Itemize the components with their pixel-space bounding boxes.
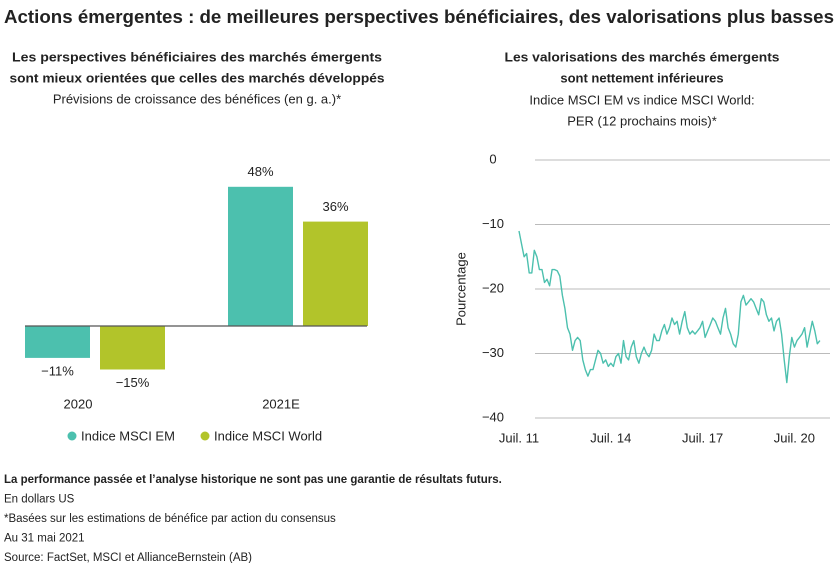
x-tick-label: Juil. 14 [590, 430, 631, 445]
footer-note: *Basées sur les estimations de bénéfice … [4, 513, 336, 525]
legend-label: Indice MSCI EM [81, 428, 175, 443]
value-label: 36% [322, 199, 348, 214]
legend-marker [67, 431, 77, 441]
y-tick-label: −10 [482, 216, 504, 231]
bar [303, 221, 368, 326]
footer-note: Au 31 mai 2021 [4, 533, 85, 545]
line-title: Les valorisations des marchés émergents [505, 49, 780, 64]
footer-note: Source: FactSet, MSCI et AllianceBernste… [4, 552, 252, 563]
bar-title: Les perspectives bénéficiaires des march… [12, 49, 382, 64]
bar-title: sont mieux orientées que celles des marc… [10, 70, 385, 85]
line-subtitle: PER (12 prochains mois)* [567, 113, 717, 128]
y-tick-label: −40 [482, 409, 504, 424]
x-tick-label: Juil. 20 [774, 430, 815, 445]
bar-subtitle: Prévisions de croissance des bénéfices (… [53, 91, 341, 106]
y-tick-label: −30 [482, 345, 504, 360]
footer-note: La performance passée et l’analyse histo… [4, 474, 502, 486]
x-tick-label: 2020 [64, 396, 93, 411]
page-title: Actions émergentes : de meilleures persp… [4, 7, 834, 27]
x-tick-label: Juil. 17 [682, 430, 723, 445]
line-subtitle: Indice MSCI EM vs indice MSCI World: [529, 92, 754, 107]
value-label: −11% [41, 363, 74, 378]
value-label: −15% [116, 375, 150, 390]
line-title: sont nettement inférieures [560, 70, 723, 85]
value-label: 48% [247, 164, 273, 179]
footer: La performance passée et l’analyse histo… [4, 474, 502, 563]
footer-note: En dollars US [4, 494, 75, 506]
bar [25, 326, 90, 358]
y-tick-label: −20 [482, 280, 504, 295]
y-axis-label: Pourcentage [453, 252, 468, 326]
line [518, 230, 821, 384]
legend-marker [200, 431, 210, 441]
x-tick-label: Juil. 11 [499, 430, 539, 445]
y-tick-label: 0 [489, 151, 496, 166]
bar [100, 326, 165, 370]
bar [228, 186, 293, 326]
x-tick-label: 2021E [262, 396, 300, 411]
legend-label: Indice MSCI World [214, 428, 322, 443]
